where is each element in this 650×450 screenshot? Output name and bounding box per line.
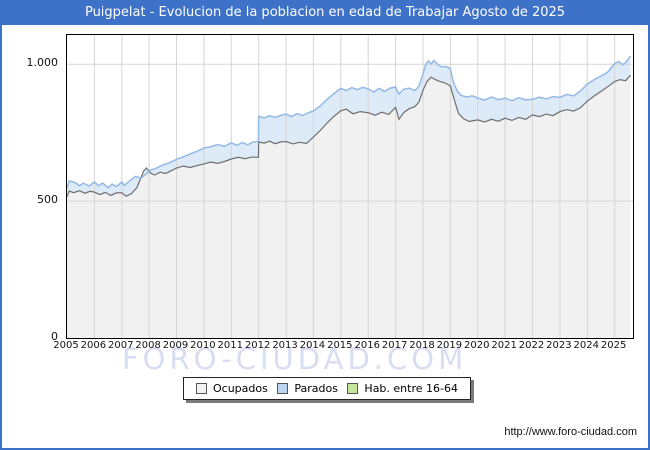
x-tick-2023: 2023: [546, 340, 572, 351]
chart-title-bar: Puigpelat - Evolucion de la poblacion en…: [0, 0, 650, 25]
x-tick-2020: 2020: [464, 340, 490, 351]
legend-label-hab-16-64: Hab. entre 16-64: [364, 382, 458, 395]
legend-item-hab-16-64: Hab. entre 16-64: [347, 382, 458, 395]
x-tick-2008: 2008: [135, 340, 161, 351]
hab-16-64-swatch-icon: [347, 383, 359, 394]
foro-ciudad-url: http://www.foro-ciudad.com: [504, 426, 637, 438]
population-area-chart: [66, 34, 634, 339]
x-tick-2009: 2009: [162, 340, 189, 351]
x-tick-2012: 2012: [244, 340, 271, 351]
chart-canvas: [67, 35, 633, 338]
legend-item-parados: Parados: [277, 382, 338, 395]
legend-label-parados: Parados: [294, 382, 338, 395]
parados-swatch-icon: [277, 383, 289, 394]
x-tick-2016: 2016: [354, 340, 380, 351]
y-tick-500: 500: [37, 193, 58, 207]
x-tick-2007: 2007: [108, 340, 134, 351]
ocupados-swatch-icon: [196, 383, 207, 394]
x-tick-2014: 2014: [299, 340, 326, 351]
y-tick-0: 0: [51, 330, 58, 343]
x-tick-2022: 2022: [518, 340, 545, 351]
legend-item-ocupados: Ocupados: [196, 382, 268, 395]
foro-ciudad-watermark: FORO-CIUDAD.COM: [122, 342, 468, 376]
x-tick-2011: 2011: [217, 340, 244, 351]
x-tick-2025: 2025: [600, 340, 627, 351]
chart-legend: Ocupados Parados Hab. entre 16-64: [183, 377, 471, 400]
chart-title: Puigpelat - Evolucion de la poblacion en…: [84, 5, 566, 20]
x-tick-2010: 2010: [190, 340, 216, 351]
x-tick-2024: 2024: [573, 340, 599, 351]
y-tick-1.000: 1.000: [26, 56, 59, 70]
x-tick-2013: 2013: [272, 340, 298, 351]
x-tick-2015: 2015: [327, 340, 353, 351]
x-tick-2006: 2006: [80, 340, 107, 351]
x-tick-2018: 2018: [409, 340, 435, 351]
x-tick-2021: 2021: [491, 340, 517, 351]
x-tick-2005: 2005: [53, 340, 79, 351]
x-tick-2019: 2019: [436, 340, 463, 351]
x-tick-2017: 2017: [381, 340, 408, 351]
legend-label-ocupados: Ocupados: [213, 382, 268, 395]
